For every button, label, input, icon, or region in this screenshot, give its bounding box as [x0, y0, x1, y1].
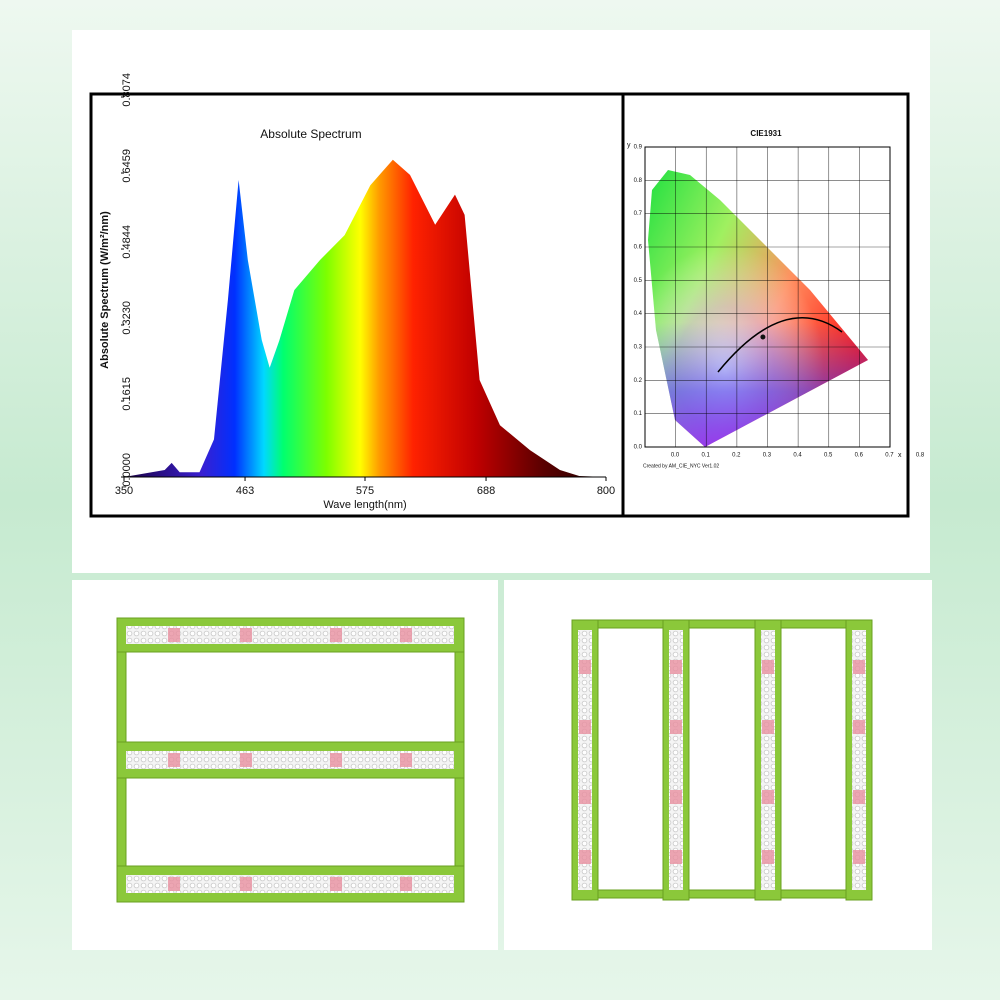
x-axis-label: x [898, 452, 902, 459]
y-tick-label: 0.1615 [121, 377, 133, 411]
x-tick-label: 350 [115, 485, 133, 497]
footnote: Created by AM_CIE_NYC Ver1.02 [643, 463, 719, 469]
x-axis-label: Wave length(nm) [323, 499, 406, 511]
red-led [853, 660, 865, 674]
red-led [670, 660, 682, 674]
red-led [330, 628, 342, 642]
y-tick-label: 0.4844 [121, 225, 133, 259]
x-tick-label: 688 [477, 485, 495, 497]
red-led [240, 877, 252, 891]
x-tick-label: 575 [356, 485, 374, 497]
red-led [853, 720, 865, 734]
y-tick-label: 0.6459 [121, 149, 133, 183]
y-tick-label: 0.3230 [121, 301, 133, 335]
red-led [670, 850, 682, 864]
y-tick-label: 0.2 [634, 378, 643, 384]
x-tick-label: 0.7 [885, 453, 894, 459]
x-tick-label: 0.1 [701, 453, 710, 459]
x-tick-label: 0.3 [763, 453, 772, 459]
x-tick-label: 463 [236, 485, 254, 497]
red-led [400, 628, 412, 642]
y-axis-label: Absolute Spectrum (W/m²/nm) [99, 211, 111, 369]
y-tick-label: 0.8 [634, 178, 643, 184]
red-led [240, 628, 252, 642]
red-led [579, 790, 591, 804]
x-tick-label: 0.2 [732, 453, 741, 459]
y-tick-label: 0.6 [634, 245, 643, 251]
x-tick-label: 0.4 [793, 453, 802, 459]
red-led [330, 877, 342, 891]
cie-frame [621, 92, 910, 518]
y-tick-label: 0.8074 [121, 73, 133, 107]
x-tick-label: 0.5 [824, 453, 833, 459]
red-led [579, 660, 591, 674]
y-tick-label: 0.3 [634, 345, 643, 351]
red-led [670, 720, 682, 734]
red-led [762, 720, 774, 734]
red-led [400, 753, 412, 767]
chart-title: Absolute Spectrum [260, 127, 361, 141]
red-led [762, 790, 774, 804]
red-led [853, 850, 865, 864]
red-led [853, 790, 865, 804]
products [116, 617, 873, 903]
y-tick-label: 0.4 [634, 311, 643, 317]
red-led [168, 753, 180, 767]
red-led [670, 790, 682, 804]
red-led [762, 850, 774, 864]
red-led [168, 628, 180, 642]
x-tick-label: 0.6 [855, 453, 864, 459]
x-tick-label: 800 [597, 485, 615, 497]
y-tick-label: 0.1 [634, 411, 643, 417]
red-led [762, 660, 774, 674]
x-tick-label: 0.8 [916, 453, 925, 459]
red-led [579, 720, 591, 734]
y-axis-label: y [627, 142, 631, 149]
product-horizontal [116, 617, 465, 903]
chromaticity-point [760, 334, 766, 340]
red-led [240, 753, 252, 767]
cie-gamut-blue [648, 170, 868, 447]
y-tick-label: 0.5 [634, 278, 643, 284]
y-tick-label: 0.0000 [121, 453, 133, 487]
product-vertical [571, 619, 873, 901]
chart-title: CIE1931 [750, 129, 782, 138]
red-led [400, 877, 412, 891]
x-tick-label: 0.0 [671, 453, 680, 459]
red-led [168, 877, 180, 891]
spectrum-area [124, 159, 606, 477]
y-tick-label: 0.9 [634, 145, 643, 151]
y-tick-label: 0.7 [634, 211, 643, 217]
red-led [330, 753, 342, 767]
y-tick-label: 0.0 [634, 445, 643, 451]
red-led [579, 850, 591, 864]
